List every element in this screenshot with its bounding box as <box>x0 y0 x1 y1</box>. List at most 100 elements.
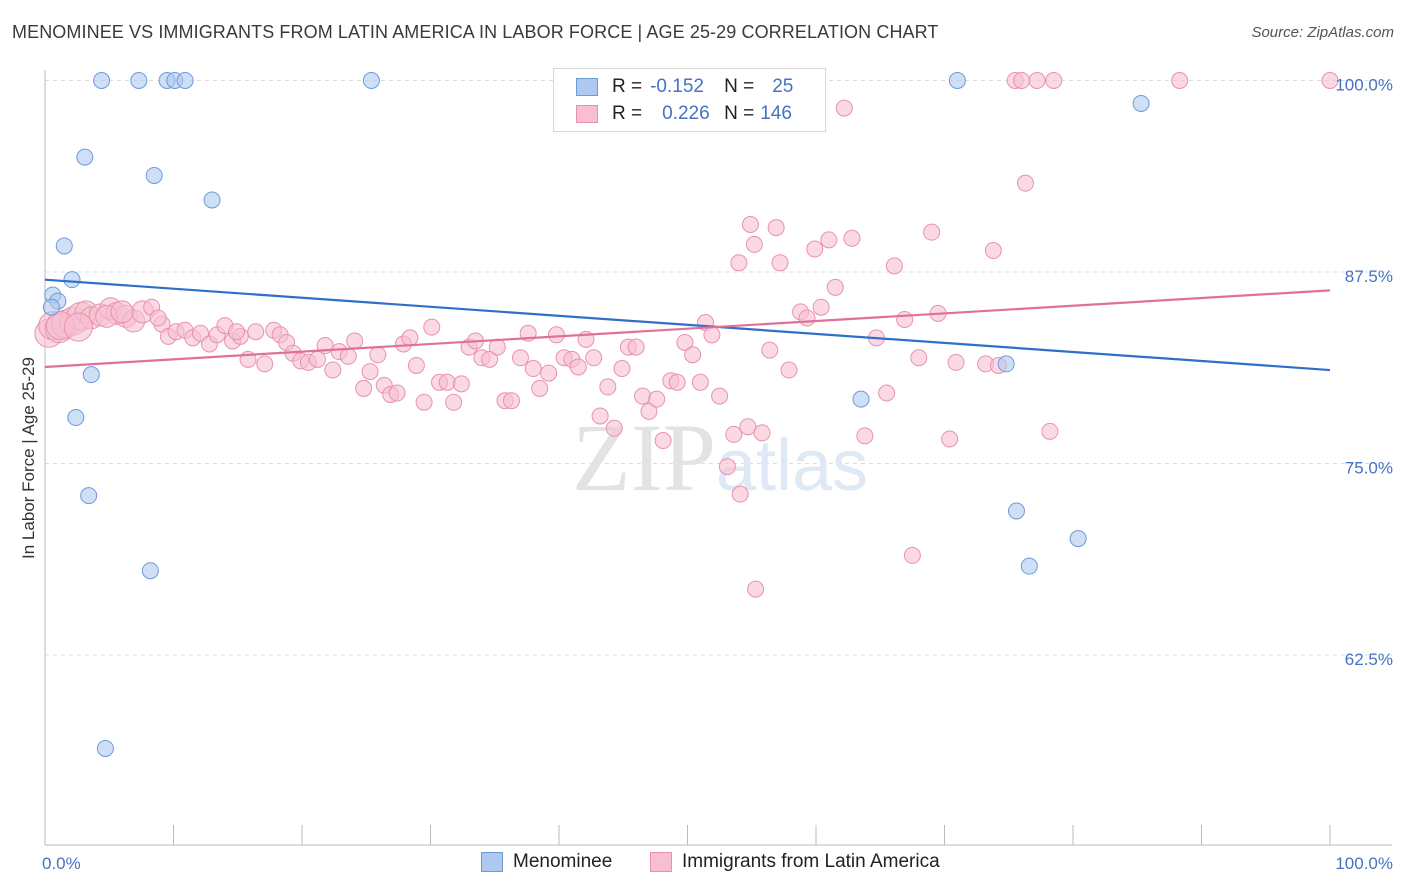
pink-point <box>668 373 686 391</box>
pink-point <box>227 323 245 341</box>
pink-point <box>324 361 342 379</box>
pink-point <box>1041 422 1059 440</box>
n-value: 25 <box>772 76 794 97</box>
pink-point <box>718 458 736 476</box>
blue-point <box>1020 557 1038 575</box>
legend-row-menominee: R = -0.152 N = 25 <box>554 73 793 101</box>
pink-point <box>856 427 874 445</box>
blue-point <box>203 191 221 209</box>
pink-point <box>654 432 672 450</box>
pink-point <box>481 350 499 368</box>
pink-point <box>361 363 379 381</box>
pink-point <box>739 418 757 436</box>
pink-point <box>149 309 167 327</box>
axes <box>44 70 1392 846</box>
blue-point <box>130 72 148 89</box>
blue-point <box>42 298 60 316</box>
pink-point <box>531 379 549 397</box>
legend-item-immigrants: Immigrants from Latin America <box>650 851 940 873</box>
pink-point <box>256 355 274 373</box>
pink-point <box>771 254 789 272</box>
blue-point <box>55 237 73 255</box>
pink-point <box>401 329 419 347</box>
pink-point <box>835 99 853 117</box>
blue-swatch <box>576 78 598 96</box>
pink-swatch <box>576 105 598 123</box>
pink-point <box>613 360 631 378</box>
blue-point-group <box>42 72 1150 757</box>
pink-point <box>369 346 387 364</box>
pink-point <box>843 229 861 247</box>
pink-point <box>1171 72 1189 89</box>
pink-point <box>634 387 652 405</box>
pink-point <box>585 349 603 367</box>
pink-point <box>780 361 798 379</box>
pink-point <box>691 373 709 391</box>
pink-point <box>753 424 771 442</box>
trend-lines <box>44 278 1331 372</box>
r-label: R = <box>612 103 643 124</box>
pink-point <box>407 356 425 374</box>
blue-point <box>997 355 1015 373</box>
pink-point <box>812 298 830 316</box>
grid-lines <box>45 80 1392 656</box>
pink-point <box>910 349 928 367</box>
pink-point <box>1016 174 1034 192</box>
pink-point <box>346 332 364 350</box>
x-tick-label: 100.0% <box>1335 854 1393 873</box>
pink-point <box>725 425 743 443</box>
pink-point <box>745 235 763 253</box>
pink-point <box>984 242 1002 260</box>
blue-point <box>145 166 163 184</box>
source-label: Source: ZipAtlas.com <box>1251 24 1394 41</box>
pink-point <box>591 407 609 425</box>
r-value: 0.226 <box>662 103 710 124</box>
pink-point <box>599 378 617 396</box>
blue-point <box>141 562 159 580</box>
pink-point <box>747 580 765 598</box>
pink-point <box>423 318 441 336</box>
chart-title: MENOMINEE VS IMMIGRANTS FROM LATIN AMERI… <box>12 22 939 42</box>
pink-point <box>741 216 759 234</box>
pink-point <box>1013 72 1031 89</box>
y-tick-label: 62.5% <box>1345 650 1393 669</box>
stats-legend: R = -0.152 N = 25 R = 0.226 N = 146 <box>553 68 826 132</box>
blue-point <box>852 390 870 408</box>
blue-point <box>76 148 94 166</box>
r-label: R = <box>612 76 643 97</box>
blue-point <box>362 72 380 89</box>
pink-point <box>452 375 470 393</box>
pink-point <box>569 358 587 376</box>
pink-point <box>339 347 357 365</box>
y-tick-label: 75.0% <box>1345 459 1393 478</box>
pink-point <box>767 219 785 237</box>
blue-point <box>1132 94 1150 112</box>
x-tick-label: 0.0% <box>42 854 81 873</box>
pink-point <box>438 373 456 391</box>
y-axis-title: In Labor Force | Age 25-29 <box>19 357 38 559</box>
series-legend: Menominee Immigrants from Latin America <box>0 851 1406 879</box>
blue-trend-line <box>44 278 1331 372</box>
pink-point <box>1045 72 1063 89</box>
blue-point <box>93 72 111 89</box>
pink-point <box>524 360 542 378</box>
blue-point <box>948 72 966 89</box>
pink-point <box>761 341 779 359</box>
pink-point <box>110 300 134 324</box>
pink-point <box>63 312 93 342</box>
pink-point <box>885 257 903 275</box>
pink-point <box>445 393 463 411</box>
pink-point <box>247 323 265 341</box>
pink-point <box>806 240 824 258</box>
pink-point <box>730 254 748 272</box>
pink-point <box>388 384 406 402</box>
pink-point <box>540 364 558 382</box>
blue-point <box>80 487 98 505</box>
pink-point <box>878 384 896 402</box>
pink-point <box>640 402 658 420</box>
blue-point <box>1007 502 1025 520</box>
legend-row-immigrants: R = 0.226 N = 146 <box>554 100 792 128</box>
pink-point <box>941 430 959 448</box>
pink-point <box>798 309 816 327</box>
